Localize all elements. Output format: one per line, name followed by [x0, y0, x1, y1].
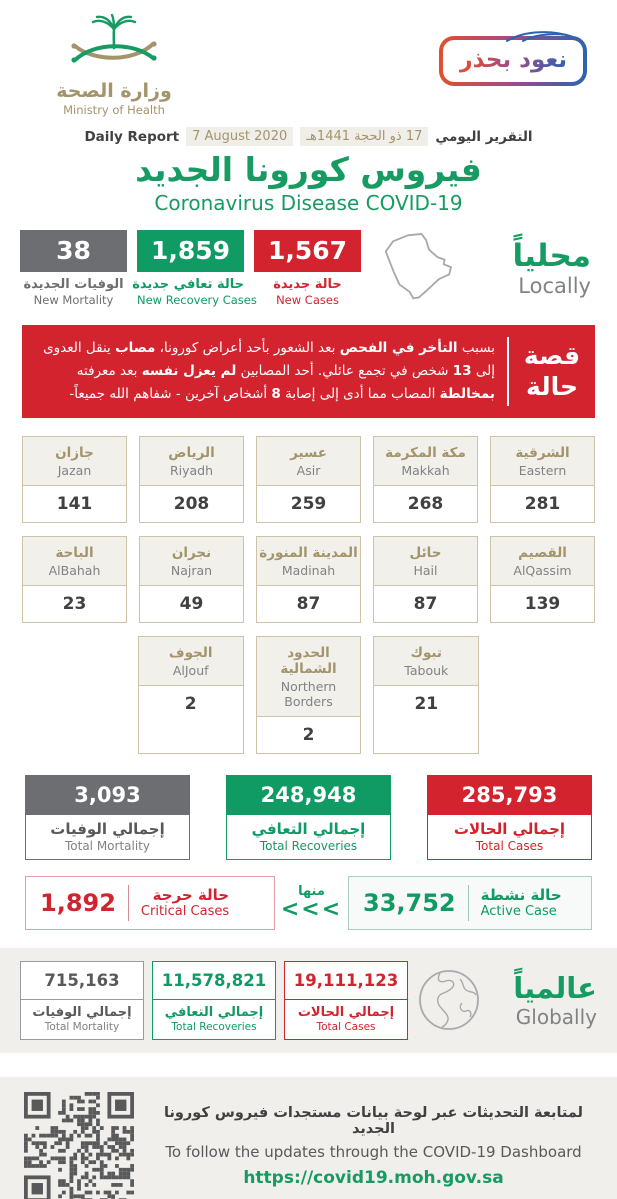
date-gregorian: 7 August 2020	[186, 127, 294, 146]
total-mortality-card: 3,093 إجمالي الوفيات Total Mortality	[25, 774, 190, 860]
divider	[127, 884, 129, 921]
logo-title-english: Ministry of Health	[63, 103, 165, 117]
divider	[507, 337, 509, 406]
globe-icon	[419, 970, 479, 1031]
region-card-albahah: الباحة AlBahah 23	[22, 535, 127, 623]
new-recovery-stat: 1,859 حالة تعافي جديدة New Recovery Case…	[132, 229, 257, 307]
report-title-arabic: التقرير اليومي	[435, 128, 533, 145]
region-card-madinah: المدينة المنورة Madinah 87	[256, 535, 361, 623]
moh-emblem-icon	[71, 14, 157, 63]
new-cases-value: 1,567	[254, 229, 361, 272]
regions-row-2: الباحة AlBahah 23 نجران Najran 49 المدينة …	[22, 535, 595, 623]
region-card-najran: نجران Najran 49	[139, 535, 244, 623]
new-cases-label-en: New Cases	[276, 292, 339, 307]
new-cases-label-ar: حالة جديدة	[273, 276, 342, 292]
new-mortality-label-en: New Mortality	[33, 292, 114, 307]
new-mortality-label-ar: الوفيات الجديدة	[23, 276, 124, 292]
region-card-eastern: الشرقية Eastern 281	[490, 435, 595, 523]
case-story-banner: قصة حالة بسبب التأخر في الفحص بعد الشعور…	[22, 325, 595, 418]
global-mortality-value: 715,163	[21, 962, 143, 1000]
dashboard-section: لمتابعة التحديثات عبر لوحة بيانات مستجدا…	[0, 1076, 617, 1199]
globally-title: عالمياً Globally	[513, 971, 597, 1030]
qr-code	[24, 1091, 134, 1199]
logo-title-arabic: وزارة الصحة	[56, 80, 172, 102]
moh-logo: وزارة الصحة Ministry of Health	[34, 14, 194, 117]
regions-row-3: الجوف AlJouf 2 الحدود الشمالية Northern Bo…	[22, 635, 595, 754]
region-card-makkah: مكة المكرمة Makkah 268	[373, 435, 478, 523]
region-card-alqassim: القصيم AlQassim 139	[490, 535, 595, 623]
dashboard-text-english: To follow the updates through the COVID-…	[165, 1143, 582, 1162]
total-recoveries-value: 248,948	[226, 774, 391, 815]
header: وزارة الصحة Ministry of Health نعود بحذر	[0, 0, 617, 117]
page-title-english: Coronavirus Disease COVID-19	[154, 191, 463, 215]
arrows-left-icon: <<<	[280, 897, 343, 923]
global-cases-value: 19,111,123	[285, 962, 407, 1000]
active-cases-value: 33,752	[363, 888, 456, 917]
locally-section: 38 الوفيات الجديدة New Mortality 1,859 ح…	[0, 215, 617, 315]
total-cases-card: 285,793 إجمالي الحالات Total Cases	[427, 774, 592, 860]
region-card-hail: حائل Hail 87	[373, 535, 478, 623]
locally-title-ar: محلياً	[512, 238, 591, 274]
region-card-aljouf: الجوف AlJouf 2	[137, 635, 244, 754]
page-title-arabic: فيروس كورونا الجديد	[135, 150, 482, 189]
divider	[467, 884, 469, 921]
new-mortality-value: 38	[20, 229, 127, 272]
region-card-northern-borders: الحدود الشمالية Northern Borders 2	[255, 635, 362, 754]
locally-title-en: Locally	[518, 274, 591, 298]
date-hijri: 17 ذو الحجة 1441هـ	[300, 127, 429, 146]
critical-cases-value: 1,892	[40, 888, 116, 917]
date-line: Daily Report 7 August 2020 17 ذو الحجة 1…	[0, 127, 617, 146]
badge-label: نعود بحذر	[459, 47, 567, 73]
critical-active-row: 1,892 حالة حرجة Critical Cases منها <<< …	[0, 860, 617, 936]
new-recovery-label-ar: حالة تعافي جديدة	[132, 276, 244, 292]
total-cases-value: 285,793	[427, 774, 592, 815]
case-story-title-line2: حالة	[526, 372, 578, 402]
saudi-arabia-map-icon	[384, 233, 452, 300]
regions-grid: جازان Jazan 141 الرياض Riyadh 208 عسير Asir…	[0, 428, 617, 754]
totals-row: 3,093 إجمالي الوفيات Total Mortality 248…	[0, 767, 617, 860]
region-card-riyadh: الرياض Riyadh 208	[139, 435, 244, 523]
title-block: Daily Report 7 August 2020 17 ذو الحجة 1…	[0, 127, 617, 215]
active-cases-card: 33,752 حالة نشطة Active Case	[348, 875, 592, 930]
report-title-english: Daily Report	[84, 128, 180, 145]
global-recoveries-card: 11,578,821 إجمالي التعافي Total Recoveri…	[152, 960, 276, 1040]
new-mortality-stat: 38 الوفيات الجديدة New Mortality	[20, 229, 127, 307]
region-card-tabouk: تبوك Tabouk 21	[373, 635, 480, 754]
region-card-asir: عسير Asir 259	[256, 435, 361, 523]
dashboard-url-link[interactable]: https://covid19.moh.gov.sa	[243, 1168, 504, 1189]
critical-cases-card: 1,892 حالة حرجة Critical Cases	[25, 875, 275, 930]
region-card-jazan: جازان Jazan 141	[22, 435, 127, 523]
dashboard-text-arabic: لمتابعة التحديثات عبر لوحة بيانات مستجدا…	[164, 1105, 583, 1138]
global-mortality-card: 715,163 إجمالي الوفيات Total Mortality	[20, 960, 144, 1040]
new-recovery-value: 1,859	[137, 229, 244, 272]
globally-section: 715,163 إجمالي الوفيات Total Mortality 1…	[0, 947, 617, 1053]
case-story-title-line1: قصة	[523, 341, 581, 371]
case-story-title: قصة حالة	[509, 335, 595, 408]
new-cases-stat: 1,567 حالة جديدة New Cases	[254, 229, 361, 307]
total-recoveries-card: 248,948 إجمالي التعافي Total Recoveries	[226, 774, 391, 860]
regions-row-1: جازان Jazan 141 الرياض Riyadh 208 عسير Asir…	[22, 435, 595, 523]
of-which-indicator: منها <<<	[280, 884, 343, 923]
case-story-text: بسبب التأخر في الفحص بعد الشعور بأحد أعر…	[43, 340, 495, 402]
locally-title: محلياً Locally	[473, 238, 597, 298]
global-recoveries-value: 11,578,821	[153, 962, 275, 1000]
global-cases-card: 19,111,123 إجمالي الحالات Total Cases	[284, 960, 408, 1040]
new-recovery-label-en: New Recovery Cases	[137, 292, 257, 307]
badge-swoosh-icon	[506, 31, 574, 42]
return-with-caution-badge: نعود بحذر	[439, 31, 587, 86]
total-mortality-value: 3,093	[25, 774, 190, 815]
